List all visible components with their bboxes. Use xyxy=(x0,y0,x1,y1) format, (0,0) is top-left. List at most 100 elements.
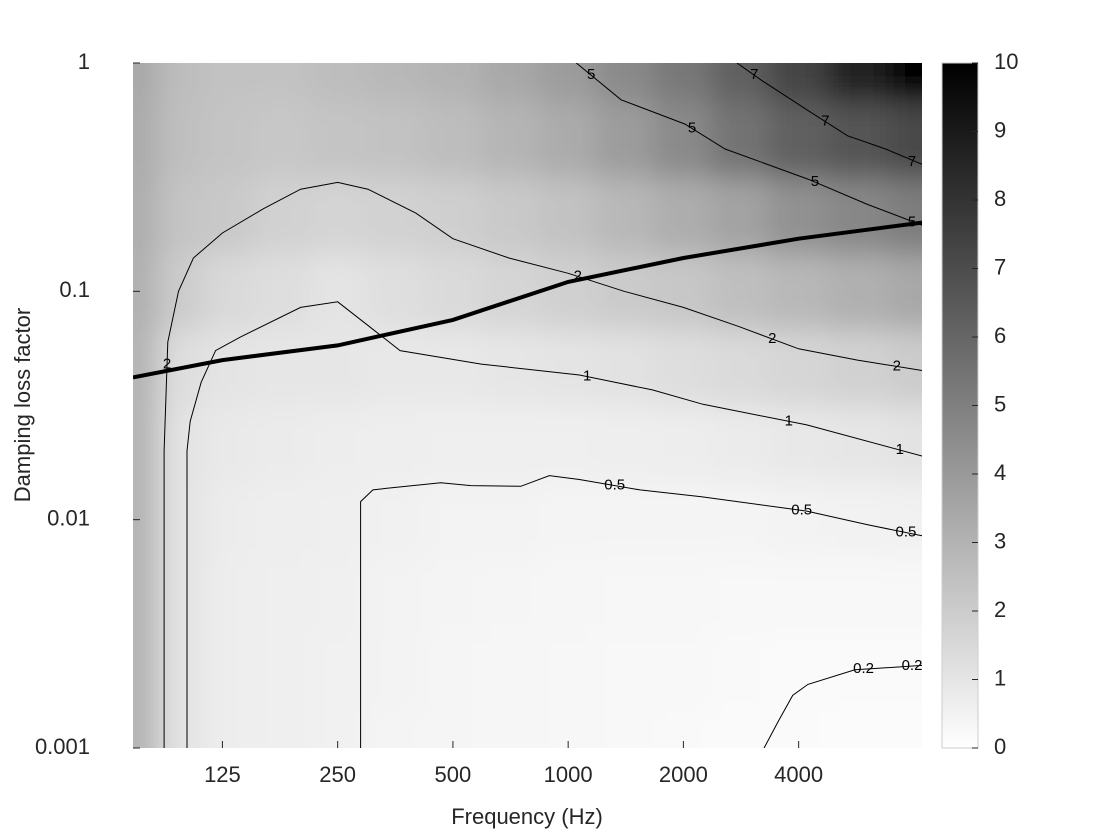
field-cell xyxy=(889,63,922,102)
field-cell xyxy=(252,633,311,711)
contour-lines xyxy=(133,63,922,748)
field-cell xyxy=(203,481,254,559)
field-cell xyxy=(158,63,205,102)
field-cell xyxy=(539,252,597,330)
field-cell xyxy=(422,557,483,635)
field-cell xyxy=(827,176,891,254)
field-cell xyxy=(133,557,160,635)
field-cell xyxy=(653,709,712,748)
y-tick-label: 0.001 xyxy=(35,734,90,759)
field-cell xyxy=(539,405,597,483)
field-cell xyxy=(309,100,367,178)
field-cell xyxy=(481,633,541,711)
field-cell xyxy=(158,176,205,254)
field-cell xyxy=(422,63,483,102)
x-tick-label: 125 xyxy=(204,762,241,787)
field-cell xyxy=(827,252,891,330)
field-cell xyxy=(365,557,424,635)
field-cell xyxy=(422,100,483,178)
field-cell xyxy=(768,405,829,483)
field-cell xyxy=(595,176,655,254)
contour-label: 2 xyxy=(768,330,776,347)
field-cell xyxy=(710,63,770,102)
colorbar-tick-label: 9 xyxy=(994,117,1006,142)
contour-label: 0.5 xyxy=(791,501,812,518)
field-cell xyxy=(365,633,424,711)
field-cell xyxy=(710,633,770,711)
field-cell xyxy=(710,100,770,178)
field-cell xyxy=(365,176,424,254)
field-cell xyxy=(595,100,655,178)
field-cell xyxy=(481,709,541,748)
field-cell xyxy=(158,633,205,711)
colorbar-tick-label: 6 xyxy=(994,323,1006,348)
contour-line xyxy=(186,301,922,748)
field-cell xyxy=(827,557,891,635)
field-cell xyxy=(158,557,205,635)
field-cell xyxy=(203,405,254,483)
field-cell xyxy=(422,328,483,407)
field-cell xyxy=(158,100,205,178)
field-cell xyxy=(653,100,712,178)
field-cell xyxy=(653,176,712,254)
field-cell xyxy=(252,252,311,330)
field-cell xyxy=(768,633,829,711)
field-cell xyxy=(595,328,655,407)
field-cell xyxy=(133,100,160,178)
field-cell xyxy=(365,328,424,407)
field-cell xyxy=(158,709,205,748)
field-cell xyxy=(422,176,483,254)
field-cell xyxy=(889,100,922,178)
field-cell xyxy=(539,557,597,635)
field-cell xyxy=(481,252,541,330)
colorbar-tick-label: 7 xyxy=(994,254,1006,279)
field-cell xyxy=(768,63,829,102)
field-cell xyxy=(365,252,424,330)
contour-line xyxy=(360,475,922,748)
y-tick-label: 0.1 xyxy=(59,277,90,302)
field-cell xyxy=(203,328,254,407)
contour-label: 2 xyxy=(574,267,582,284)
field-cell xyxy=(539,176,597,254)
curve xyxy=(133,220,922,380)
field xyxy=(133,63,922,748)
field-cell xyxy=(309,633,367,711)
field-cell xyxy=(539,481,597,559)
field-cell xyxy=(203,100,254,178)
field-cell xyxy=(309,405,367,483)
field-cell xyxy=(889,252,922,330)
x-tick-label: 500 xyxy=(435,762,472,787)
field-cell xyxy=(252,557,311,635)
colorbar-tick-label: 10 xyxy=(994,49,1018,74)
field-cell xyxy=(309,557,367,635)
field-cell xyxy=(203,557,254,635)
contour-label: 7 xyxy=(750,66,758,83)
field-cell xyxy=(889,405,922,483)
contour-label: 7 xyxy=(821,113,829,130)
field-cell xyxy=(133,633,160,711)
field-cell xyxy=(365,709,424,748)
y-axis-label: Damping loss factor xyxy=(10,308,35,502)
contour-label: 7 xyxy=(908,153,916,170)
field-cell xyxy=(827,63,891,102)
x-tick-label: 1000 xyxy=(544,762,593,787)
field-cell xyxy=(422,405,483,483)
contour-label: 5 xyxy=(811,173,819,190)
field-cell xyxy=(889,557,922,635)
field-cell xyxy=(203,252,254,330)
field-cell xyxy=(252,328,311,407)
field-cell xyxy=(422,633,483,711)
field-cell xyxy=(595,63,655,102)
y-tick-label: 1 xyxy=(78,49,90,74)
field-cell xyxy=(365,405,424,483)
field-cell xyxy=(539,100,597,178)
field-cell xyxy=(365,100,424,178)
field-cell xyxy=(653,63,712,102)
field-cell xyxy=(133,328,160,407)
field-cell xyxy=(827,709,891,748)
field-cell xyxy=(252,405,311,483)
field-cell xyxy=(158,252,205,330)
field-cell xyxy=(481,63,541,102)
contour-label: 2 xyxy=(163,356,171,373)
field-cell xyxy=(595,709,655,748)
